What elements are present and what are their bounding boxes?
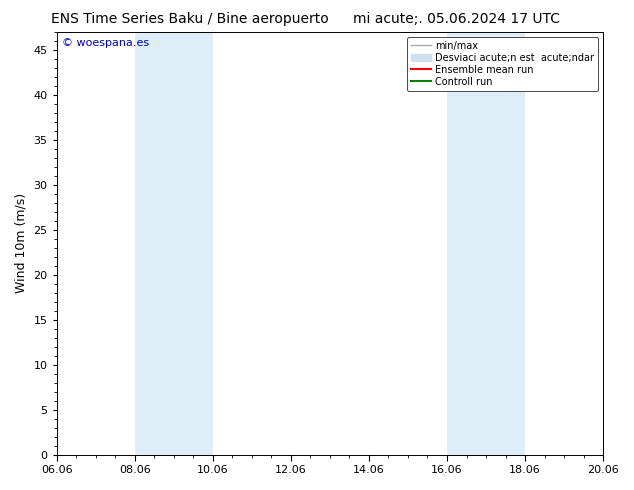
Bar — [135, 32, 174, 455]
Y-axis label: Wind 10m (m/s): Wind 10m (m/s) — [15, 193, 28, 294]
Bar — [486, 32, 525, 455]
Legend: min/max, Desviaci acute;n est  acute;ndar, Ensemble mean run, Controll run: min/max, Desviaci acute;n est acute;ndar… — [407, 37, 598, 91]
Text: © woespana.es: © woespana.es — [62, 39, 149, 49]
Bar — [174, 32, 213, 455]
Text: mi acute;. 05.06.2024 17 UTC: mi acute;. 05.06.2024 17 UTC — [353, 12, 560, 26]
Text: ENS Time Series Baku / Bine aeropuerto: ENS Time Series Baku / Bine aeropuerto — [51, 12, 329, 26]
Bar — [447, 32, 486, 455]
